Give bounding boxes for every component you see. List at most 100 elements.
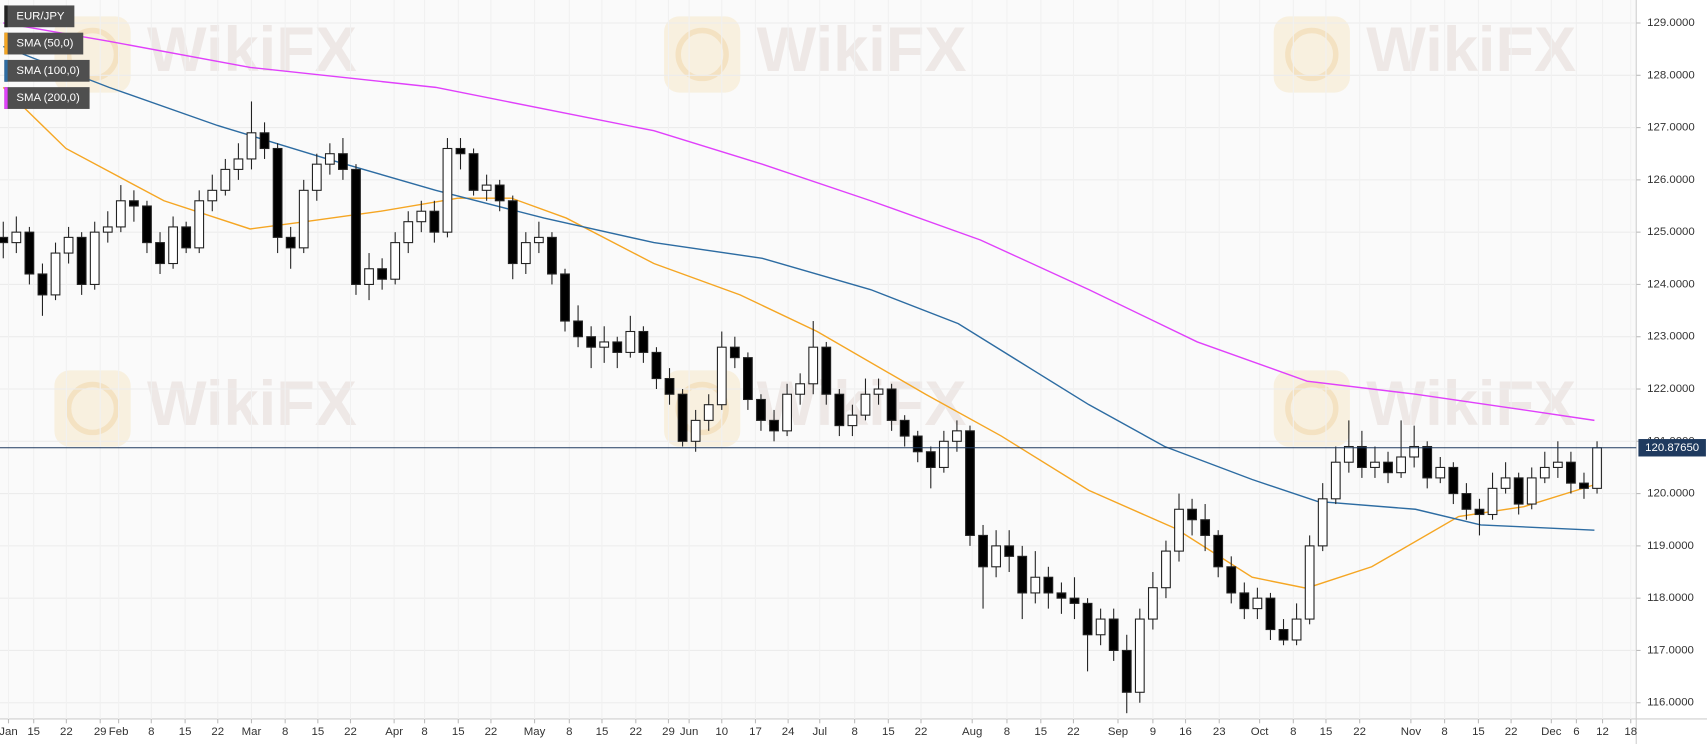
- candle-body: [1566, 461, 1576, 484]
- watermark: WikiFX: [1366, 15, 1576, 85]
- candle-body: [403, 221, 414, 244]
- candle-body: [1552, 461, 1563, 468]
- legend-box: [4, 5, 75, 28]
- candle-body: [756, 398, 766, 421]
- candle-body: [1134, 618, 1145, 693]
- candle-body: [743, 357, 753, 401]
- candle-body: [991, 545, 1002, 568]
- candle-body: [1526, 477, 1537, 505]
- candle-body: [612, 341, 623, 353]
- candle-body: [298, 189, 309, 249]
- candle-body: [586, 336, 597, 348]
- candle-body: [1213, 534, 1224, 568]
- x-tick-label: 8: [1290, 726, 1296, 738]
- candle-body: [769, 419, 779, 432]
- candle-body: [1579, 482, 1589, 489]
- y-tick-label: 128.0000: [1647, 69, 1695, 81]
- legend-swatch: [4, 87, 8, 109]
- x-tick-label: 22: [485, 726, 498, 738]
- y-tick-label: 117.0000: [1647, 644, 1694, 656]
- candle-body: [834, 393, 845, 427]
- x-tick-label: 12: [1596, 726, 1609, 738]
- candle-body: [1409, 445, 1420, 458]
- candle-body: [808, 346, 819, 385]
- candle-body: [1069, 597, 1080, 604]
- candle-body: [468, 153, 479, 191]
- watermark: WikiFX: [1366, 369, 1576, 439]
- x-tick-label: Oct: [1251, 726, 1270, 738]
- candle-body: [716, 346, 727, 406]
- last-price-label: 120.87650: [1645, 442, 1699, 454]
- candle-body: [1461, 493, 1472, 510]
- candle-body: [886, 388, 897, 421]
- x-tick-label: 8: [282, 726, 288, 738]
- x-tick-label: 8: [851, 726, 857, 738]
- candle-body: [1291, 618, 1302, 641]
- x-tick-label: 8: [148, 726, 154, 738]
- x-tick-label: 15: [882, 726, 895, 738]
- candle-body: [520, 242, 531, 265]
- x-tick-label: 8: [421, 726, 427, 738]
- candle-body: [1017, 555, 1028, 594]
- candle-body: [1383, 461, 1393, 474]
- legend-item: SMA (50,0): [4, 32, 84, 55]
- y-tick-label: 123.0000: [1647, 331, 1695, 343]
- candle-body: [1252, 597, 1263, 610]
- y-tick-label: 122.0000: [1647, 383, 1695, 395]
- candle-body: [899, 419, 910, 437]
- candle-body: [651, 351, 662, 380]
- candles: [0, 101, 1602, 714]
- candle-body: [76, 236, 87, 285]
- candle-body: [1147, 587, 1158, 620]
- candle-body: [1108, 618, 1119, 651]
- candle-body: [338, 153, 348, 170]
- y-tick-label: 124.0000: [1647, 278, 1695, 290]
- x-tick-label: Apr: [385, 726, 403, 738]
- candle-body: [390, 242, 401, 280]
- x-tick-label: 22: [211, 726, 224, 738]
- legend-label: SMA (100,0): [16, 65, 80, 77]
- candle-body: [1356, 445, 1367, 468]
- x-tick-label: 18: [1624, 726, 1637, 738]
- candle-body: [1317, 498, 1328, 547]
- watermark-logo-ring: [65, 381, 120, 436]
- x-tick-label: 24: [782, 726, 795, 738]
- x-tick-label: 22: [915, 726, 928, 738]
- candle-body: [912, 435, 923, 453]
- x-tick-label: 29: [94, 726, 107, 738]
- x-tick-label: 15: [311, 726, 324, 738]
- candle-body: [115, 200, 126, 228]
- legend-swatch: [4, 59, 8, 82]
- candle-body: [925, 451, 936, 468]
- x-tick-label: May: [524, 726, 546, 738]
- candle-body: [1370, 461, 1380, 468]
- x-tick-label: 23: [1213, 726, 1226, 738]
- candle-body: [1343, 445, 1354, 463]
- legend-label: EUR/JPY: [16, 10, 65, 22]
- candle-body: [507, 200, 518, 265]
- y-tick-label: 129.0000: [1647, 17, 1695, 29]
- candle-body: [782, 393, 792, 432]
- x-tick-label: Dec: [1541, 726, 1562, 738]
- candle-body: [102, 226, 113, 233]
- x-tick-label: 15: [1472, 726, 1485, 738]
- candle-body: [1487, 487, 1498, 516]
- x-tick-label: Mar: [242, 726, 262, 738]
- legend-label: SMA (200,0): [16, 92, 80, 104]
- candle-body: [481, 184, 492, 191]
- candle-body: [978, 534, 988, 568]
- x-tick-label: 8: [1004, 726, 1010, 738]
- candle-body: [1174, 508, 1184, 552]
- watermark-logo-ring: [675, 27, 729, 82]
- candle-body: [364, 268, 374, 285]
- legend-box: [4, 59, 90, 82]
- x-tick-label: 29: [662, 726, 675, 738]
- candle-body: [1435, 466, 1446, 479]
- x-tick-label: 6: [1573, 726, 1579, 738]
- candle-body: [1226, 566, 1237, 594]
- legend-label: SMA (50,0): [16, 38, 73, 50]
- y-tick-label: 125.0000: [1647, 226, 1695, 238]
- candle-body: [1082, 602, 1093, 636]
- legend-swatch: [4, 32, 8, 55]
